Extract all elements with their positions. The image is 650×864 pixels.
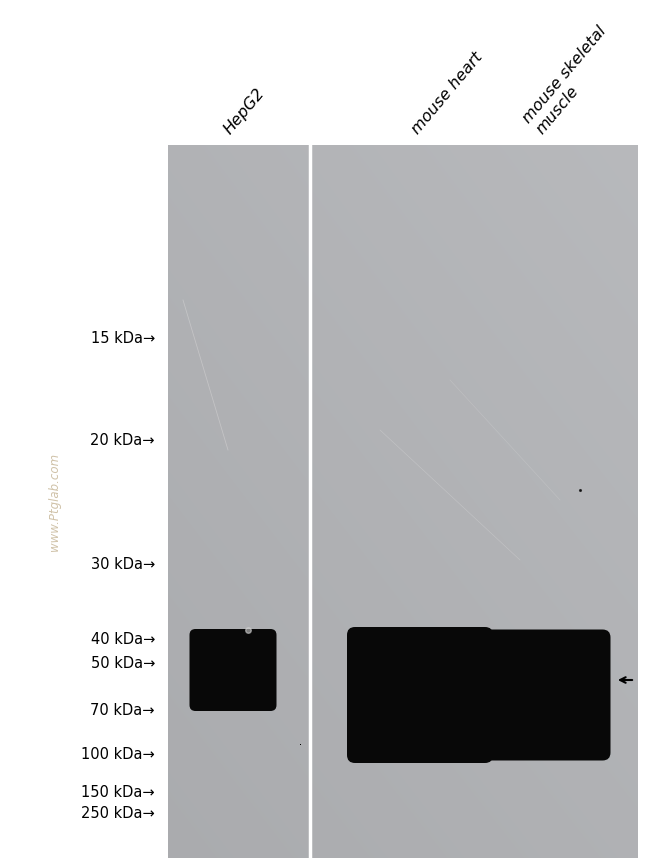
Text: 15 kDa→: 15 kDa→ [91, 332, 155, 346]
FancyBboxPatch shape [480, 630, 610, 760]
Text: 100 kDa→: 100 kDa→ [81, 747, 155, 762]
Text: 20 kDa→: 20 kDa→ [90, 434, 155, 448]
Text: mouse heart: mouse heart [408, 49, 486, 137]
Text: HepG2: HepG2 [222, 86, 268, 137]
Text: 30 kDa→: 30 kDa→ [91, 556, 155, 572]
FancyBboxPatch shape [190, 629, 276, 711]
Text: 40 kDa→: 40 kDa→ [90, 632, 155, 647]
Text: 250 kDa→: 250 kDa→ [81, 806, 155, 822]
Text: mouse skeletal
muscle: mouse skeletal muscle [520, 23, 623, 137]
Bar [168, 145, 638, 858]
Text: 150 kDa→: 150 kDa→ [81, 785, 155, 800]
Text: 70 kDa→: 70 kDa→ [90, 703, 155, 718]
Text: www.Ptglab.com: www.Ptglab.com [49, 453, 62, 550]
FancyBboxPatch shape [347, 627, 493, 763]
Text: 50 kDa→: 50 kDa→ [90, 656, 155, 670]
